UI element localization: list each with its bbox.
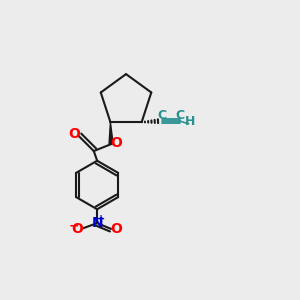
- Text: O: O: [110, 222, 122, 236]
- Text: C: C: [158, 110, 167, 122]
- Text: C: C: [175, 110, 184, 122]
- Text: O: O: [110, 136, 122, 150]
- Polygon shape: [109, 122, 113, 144]
- Text: +: +: [97, 214, 105, 224]
- Text: H: H: [184, 116, 195, 128]
- Text: N: N: [92, 216, 103, 230]
- Text: −: −: [68, 220, 79, 232]
- Text: O: O: [71, 222, 83, 236]
- Text: O: O: [69, 127, 80, 141]
